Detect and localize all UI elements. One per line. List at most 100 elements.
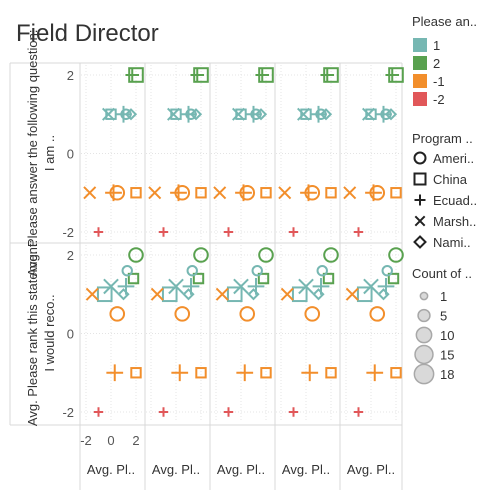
- data-point-circle: [174, 306, 191, 322]
- legend-size-circle: [413, 363, 435, 385]
- data-point-square: [96, 286, 113, 303]
- data-point-cross: [168, 278, 184, 295]
- data-point-square: [390, 187, 402, 199]
- data-point-cross: [85, 287, 99, 301]
- data-point-circle: [381, 265, 393, 277]
- data-point-cross: [298, 278, 314, 295]
- legend-label: Marsh..: [433, 214, 476, 229]
- legend-label: 2: [433, 56, 440, 71]
- data-point-square: [260, 367, 272, 379]
- data-point-circle: [120, 108, 132, 120]
- data-point-plus: [236, 364, 254, 382]
- legend-label: -1: [433, 74, 445, 89]
- y-tick-label: 2: [67, 248, 74, 263]
- data-point-cross: [148, 186, 162, 200]
- shape-legend-title: Program ..: [412, 131, 473, 146]
- x-axis-label: Avg. Pl..: [347, 462, 395, 477]
- y-tick-label: -2: [62, 225, 74, 240]
- data-point-circle: [380, 108, 392, 120]
- color-legend-title: Please an..: [412, 14, 477, 29]
- data-point-circle: [369, 306, 386, 322]
- data-point-circle: [186, 265, 198, 277]
- y-axis-label-line: Avg. Please rank this statement:: [25, 240, 40, 426]
- data-point-square: [387, 272, 400, 285]
- data-point-plus: [301, 364, 319, 382]
- data-point-circle: [185, 108, 197, 120]
- data-point-plus: [223, 407, 234, 417]
- data-point-square: [325, 187, 337, 199]
- data-point-circle: [239, 184, 256, 201]
- x-tick-label: 0: [107, 433, 114, 448]
- data-point-plus: [93, 227, 104, 237]
- legend-label: Ameri..: [433, 151, 474, 166]
- y-tick-label: 0: [67, 147, 74, 162]
- data-point-diamond: [124, 108, 138, 121]
- legend-label: 1: [440, 289, 447, 304]
- data-point-square: [130, 367, 142, 379]
- data-point-square: [291, 286, 308, 303]
- data-point-circle: [109, 184, 126, 201]
- data-point-plus: [366, 364, 384, 382]
- data-point-plus: [180, 105, 197, 123]
- data-point-circle: [250, 108, 262, 120]
- data-point-plus: [255, 68, 270, 82]
- data-point-cross: [343, 186, 357, 200]
- data-point-plus: [106, 364, 124, 382]
- legend-shape-diamond-icon: [413, 235, 427, 249]
- data-point-circle: [315, 108, 327, 120]
- data-point-circle: [121, 265, 133, 277]
- data-point-cross: [213, 186, 227, 200]
- data-point-plus: [353, 407, 364, 417]
- x-axis-label: Avg. Pl..: [87, 462, 135, 477]
- data-point-circle: [109, 306, 126, 322]
- legend-label: 1: [433, 38, 440, 53]
- y-axis-label-line: I would reco..: [42, 294, 57, 371]
- data-point-cross: [280, 287, 294, 301]
- legend-size-circle: [417, 308, 431, 323]
- data-point-circle: [174, 184, 191, 201]
- data-point-cross: [83, 186, 97, 200]
- x-tick-label: -2: [80, 433, 92, 448]
- data-point-plus: [171, 364, 189, 382]
- data-point-cross: [233, 278, 249, 295]
- y-tick-label: 0: [67, 327, 74, 342]
- data-point-plus: [158, 227, 169, 237]
- x-axis-label: Avg. Pl..: [152, 462, 200, 477]
- data-point-diamond: [319, 108, 333, 121]
- data-point-plus: [115, 105, 132, 123]
- data-point-plus: [190, 68, 205, 82]
- data-point-square: [192, 272, 205, 285]
- data-point-diamond: [312, 288, 325, 301]
- data-point-plus: [223, 227, 234, 237]
- y-axis-label: Avg. Please rank this statement: I would …: [25, 240, 57, 426]
- data-point-square: [127, 272, 140, 285]
- y-axis-label-group: Avg. Please answer the following questio…: [25, 30, 57, 277]
- legend-shape-plus-icon: [414, 194, 426, 206]
- legend-shape-cross-icon: [414, 215, 426, 227]
- data-point-square: [260, 187, 272, 199]
- data-point-circle: [251, 265, 263, 277]
- data-point-circle: [304, 184, 321, 201]
- data-point-plus: [385, 68, 400, 82]
- data-point-circle: [258, 247, 274, 263]
- data-point-plus: [320, 68, 335, 82]
- y-tick-label: 2: [67, 68, 74, 83]
- y-tick-label: -2: [62, 405, 74, 420]
- data-point-circle: [128, 247, 144, 263]
- legend-shape-circle-icon: [413, 151, 427, 165]
- y-axis-label-line: I am ..: [42, 135, 57, 171]
- data-point-cross: [345, 287, 359, 301]
- legend-swatch: [413, 56, 427, 70]
- x-tick-label: 2: [132, 433, 139, 448]
- y-axis-label-group: Avg. Please rank this statement: I would …: [25, 240, 57, 426]
- data-point-plus: [310, 105, 327, 123]
- legend-label: -2: [433, 92, 445, 107]
- legend-label: Nami..: [433, 235, 471, 250]
- y-axis-label-line: Avg. Please answer the following questio…: [25, 30, 40, 277]
- legend-label: 5: [440, 309, 447, 324]
- data-point-square: [322, 272, 335, 285]
- legend-shape-square-icon: [413, 172, 427, 186]
- size-legend-title: Count of ..: [412, 266, 472, 281]
- legend-swatch: [413, 92, 427, 106]
